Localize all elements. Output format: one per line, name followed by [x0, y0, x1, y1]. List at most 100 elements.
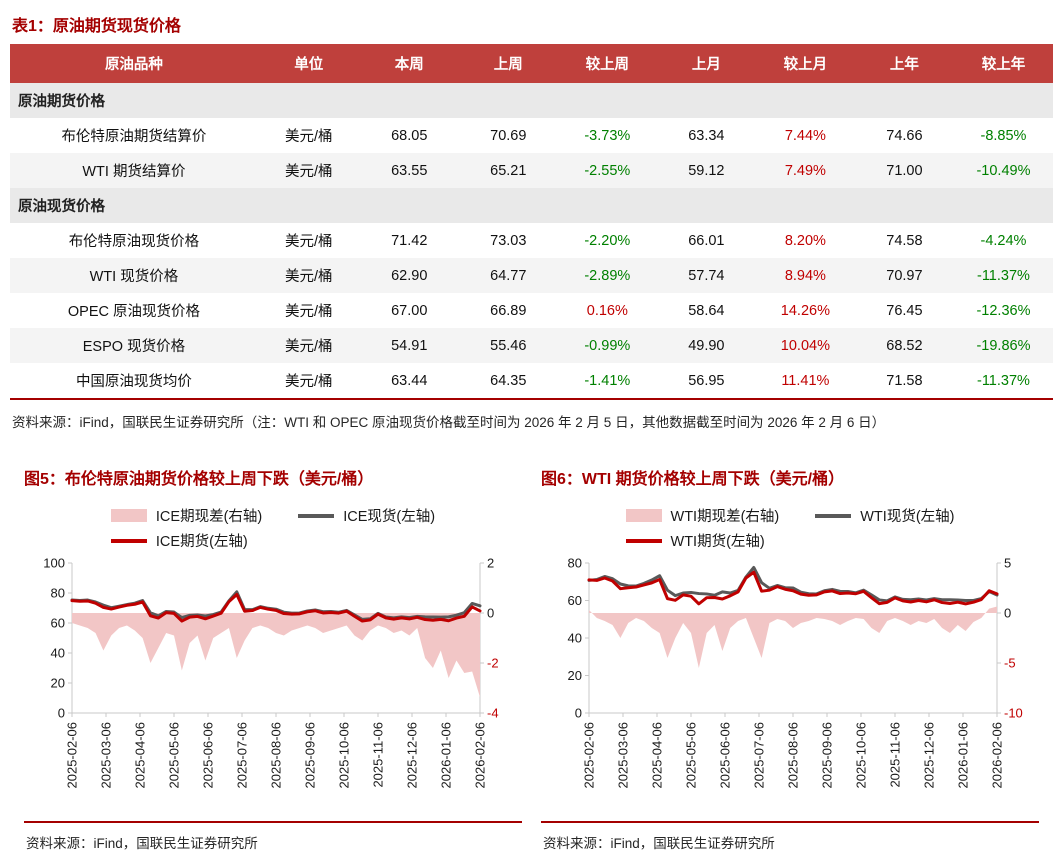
cell: -2.20% — [584, 232, 631, 249]
svg-text:2025-05-06: 2025-05-06 — [683, 722, 698, 789]
legend-item: WTI现货(左轴) — [815, 505, 954, 526]
cell: -8.85% — [980, 127, 1027, 144]
svg-text:2: 2 — [487, 556, 494, 571]
column-header: 较上月 — [755, 44, 855, 83]
cell: 71.58 — [886, 372, 923, 389]
svg-text:40: 40 — [50, 646, 64, 661]
svg-text:2025-11-06: 2025-11-06 — [370, 722, 385, 788]
chart-source-note: 资料来源：iFind，国联民生证券研究所 — [541, 821, 1039, 852]
svg-text:20: 20 — [567, 668, 581, 683]
table-row: WTI 期货结算价 美元/桶 63.55 65.21 -2.55% 59.12 7.49% 7… — [10, 153, 1053, 188]
chart-title: 图6：WTI 期货价格较上周下跌（美元/桶） — [541, 471, 845, 488]
cell: 70.97 — [854, 258, 954, 293]
table-row: 布伦特原油现货价格 美元/桶 71.42 73.03 -2.20% 66.01 8.20% 7… — [10, 223, 1053, 258]
svg-text:2025-12-06: 2025-12-06 — [921, 722, 936, 789]
area-series — [588, 606, 997, 668]
line-series — [70, 593, 481, 623]
plot-holder: 80 60 40 20 0 5 0 -5 -10 2025-02-06 2025-03-06 2025… — [541, 555, 1039, 807]
cell: -4.24% — [980, 232, 1027, 249]
cell: -11.37% — [953, 258, 1053, 293]
plot-holder: 100 80 60 40 20 0 2 0 -2 -4 2025-02-06 2025-03-06 20… — [24, 555, 522, 807]
svg-text:40: 40 — [567, 631, 581, 646]
cell: 74.66 — [886, 127, 923, 144]
cell: 7.44% — [784, 127, 826, 144]
svg-text:80: 80 — [50, 586, 64, 601]
svg-text:2025-10-06: 2025-10-06 — [853, 722, 868, 789]
cell: 10.04% — [755, 328, 855, 363]
column-header: 上月 — [656, 44, 756, 83]
cell: -2.55% — [557, 153, 657, 188]
svg-text:0: 0 — [1004, 606, 1011, 621]
table-row: 中国原油现货均价 美元/桶 63.44 64.35 -1.41% 56.95 11.41% 7… — [10, 363, 1053, 399]
cell: 7.49% — [755, 153, 855, 188]
table-section-row: 原油期货价格 — [10, 83, 1053, 118]
table-title: 表1：原油期货现货价格 — [12, 18, 181, 35]
svg-text:-10: -10 — [1004, 706, 1023, 721]
svg-text:2025-11-06: 2025-11-06 — [887, 722, 902, 788]
table-row: ESPO 现货价格 美元/桶 54.91 55.46 -0.99% 49.90 10.04%… — [10, 328, 1053, 363]
svg-text:80: 80 — [567, 556, 581, 571]
cell: -11.37% — [976, 372, 1030, 389]
svg-text:2025-07-06: 2025-07-06 — [234, 722, 249, 789]
cell: -1.41% — [584, 372, 631, 389]
cell: 58.64 — [688, 302, 725, 319]
svg-text:-2: -2 — [487, 656, 499, 671]
legend-item: ICE期货(左轴) — [110, 530, 262, 551]
row-label: OPEC 原油现货价格 — [67, 304, 200, 320]
cell: 63.44 — [391, 372, 428, 389]
svg-text:2025-02-06: 2025-02-06 — [64, 722, 79, 789]
svg-text:2025-09-06: 2025-09-06 — [302, 722, 317, 789]
legend-label: WTI期货(左轴) — [670, 534, 765, 550]
column-header: 单位 — [257, 44, 360, 83]
chart-wti: 图6：WTI 期货价格较上周下跌（美元/桶） WTI期现差(右轴) WTI现货(左… — [541, 465, 1039, 852]
svg-text:-4: -4 — [487, 706, 499, 721]
cell: 59.12 — [656, 153, 756, 188]
cell: 美元/桶 — [285, 129, 333, 145]
legend-line-swatch — [815, 513, 852, 518]
legend-label: ICE期现差(右轴) — [155, 509, 263, 525]
chart-legend: WTI期现差(右轴) WTI现货(左轴) WTI期货(左轴) — [625, 505, 954, 551]
table-section-row: 原油现货价格 — [10, 188, 1053, 223]
cell: 8.20% — [784, 232, 826, 249]
table-row: 布伦特原油期货结算价 美元/桶 68.05 70.69 -3.73% 63.34 7.44%… — [10, 118, 1053, 153]
cell: 70.69 — [490, 127, 527, 144]
column-header: 上周 — [458, 44, 558, 83]
legend-label: ICE期货(左轴) — [155, 534, 248, 550]
table-block: 表1：原油期货现货价格 原油品种 单位 本周 上周 较上周 上月 较上月 上年 较上年 原油期货… — [10, 8, 1053, 431]
cell: 73.03 — [490, 232, 527, 249]
legend-area-swatch — [625, 509, 662, 522]
svg-text:2025-05-06: 2025-05-06 — [166, 722, 181, 789]
cell: 美元/桶 — [285, 234, 333, 250]
svg-text:2026-01-06: 2026-01-06 — [955, 722, 970, 789]
legend-item: WTI期现差(右轴) — [625, 505, 779, 526]
cell: 62.90 — [359, 258, 459, 293]
cell: -3.73% — [584, 127, 631, 144]
chart-legend: ICE期现差(右轴) ICE现货(左轴) ICE期货(左轴) — [110, 505, 436, 551]
svg-text:100: 100 — [43, 556, 65, 571]
cell: 57.74 — [656, 258, 756, 293]
svg-text:2025-09-06: 2025-09-06 — [819, 722, 834, 789]
table-header-row: 原油品种 单位 本周 上周 较上周 上月 较上月 上年 较上年 — [10, 44, 1053, 83]
cell: 66.89 — [490, 302, 527, 319]
price-table: 原油品种 单位 本周 上周 较上周 上月 较上月 上年 较上年 原油期货价格 布伦特原油期货结算价… — [10, 44, 1053, 400]
cell: 76.45 — [886, 302, 923, 319]
cell: 71.00 — [854, 153, 954, 188]
svg-text:2025-12-06: 2025-12-06 — [404, 722, 419, 789]
chart-source-note: 资料来源：iFind，国联民生证券研究所 — [24, 821, 522, 852]
cell: -10.49% — [953, 153, 1053, 188]
svg-text:2025-04-06: 2025-04-06 — [649, 722, 664, 789]
price-table-body: 原油期货价格 布伦特原油期货结算价 美元/桶 68.05 70.69 -3.73% 63.3… — [10, 83, 1053, 399]
legend-label: ICE现货(左轴) — [343, 509, 436, 525]
row-label: ESPO 现货价格 — [10, 328, 258, 363]
svg-text:2026-02-06: 2026-02-06 — [989, 722, 1004, 789]
svg-text:2025-08-06: 2025-08-06 — [268, 722, 283, 789]
cell: 8.94% — [755, 258, 855, 293]
svg-text:2025-10-06: 2025-10-06 — [336, 722, 351, 789]
cell: 14.26% — [780, 302, 830, 319]
cell: -0.99% — [557, 328, 657, 363]
table-row: WTI 现货价格 美元/桶 62.90 64.77 -2.89% 57.74 8.94% 70… — [10, 258, 1053, 293]
svg-text:-5: -5 — [1004, 656, 1016, 671]
svg-text:60: 60 — [567, 593, 581, 608]
cell: 美元/桶 — [257, 153, 360, 188]
